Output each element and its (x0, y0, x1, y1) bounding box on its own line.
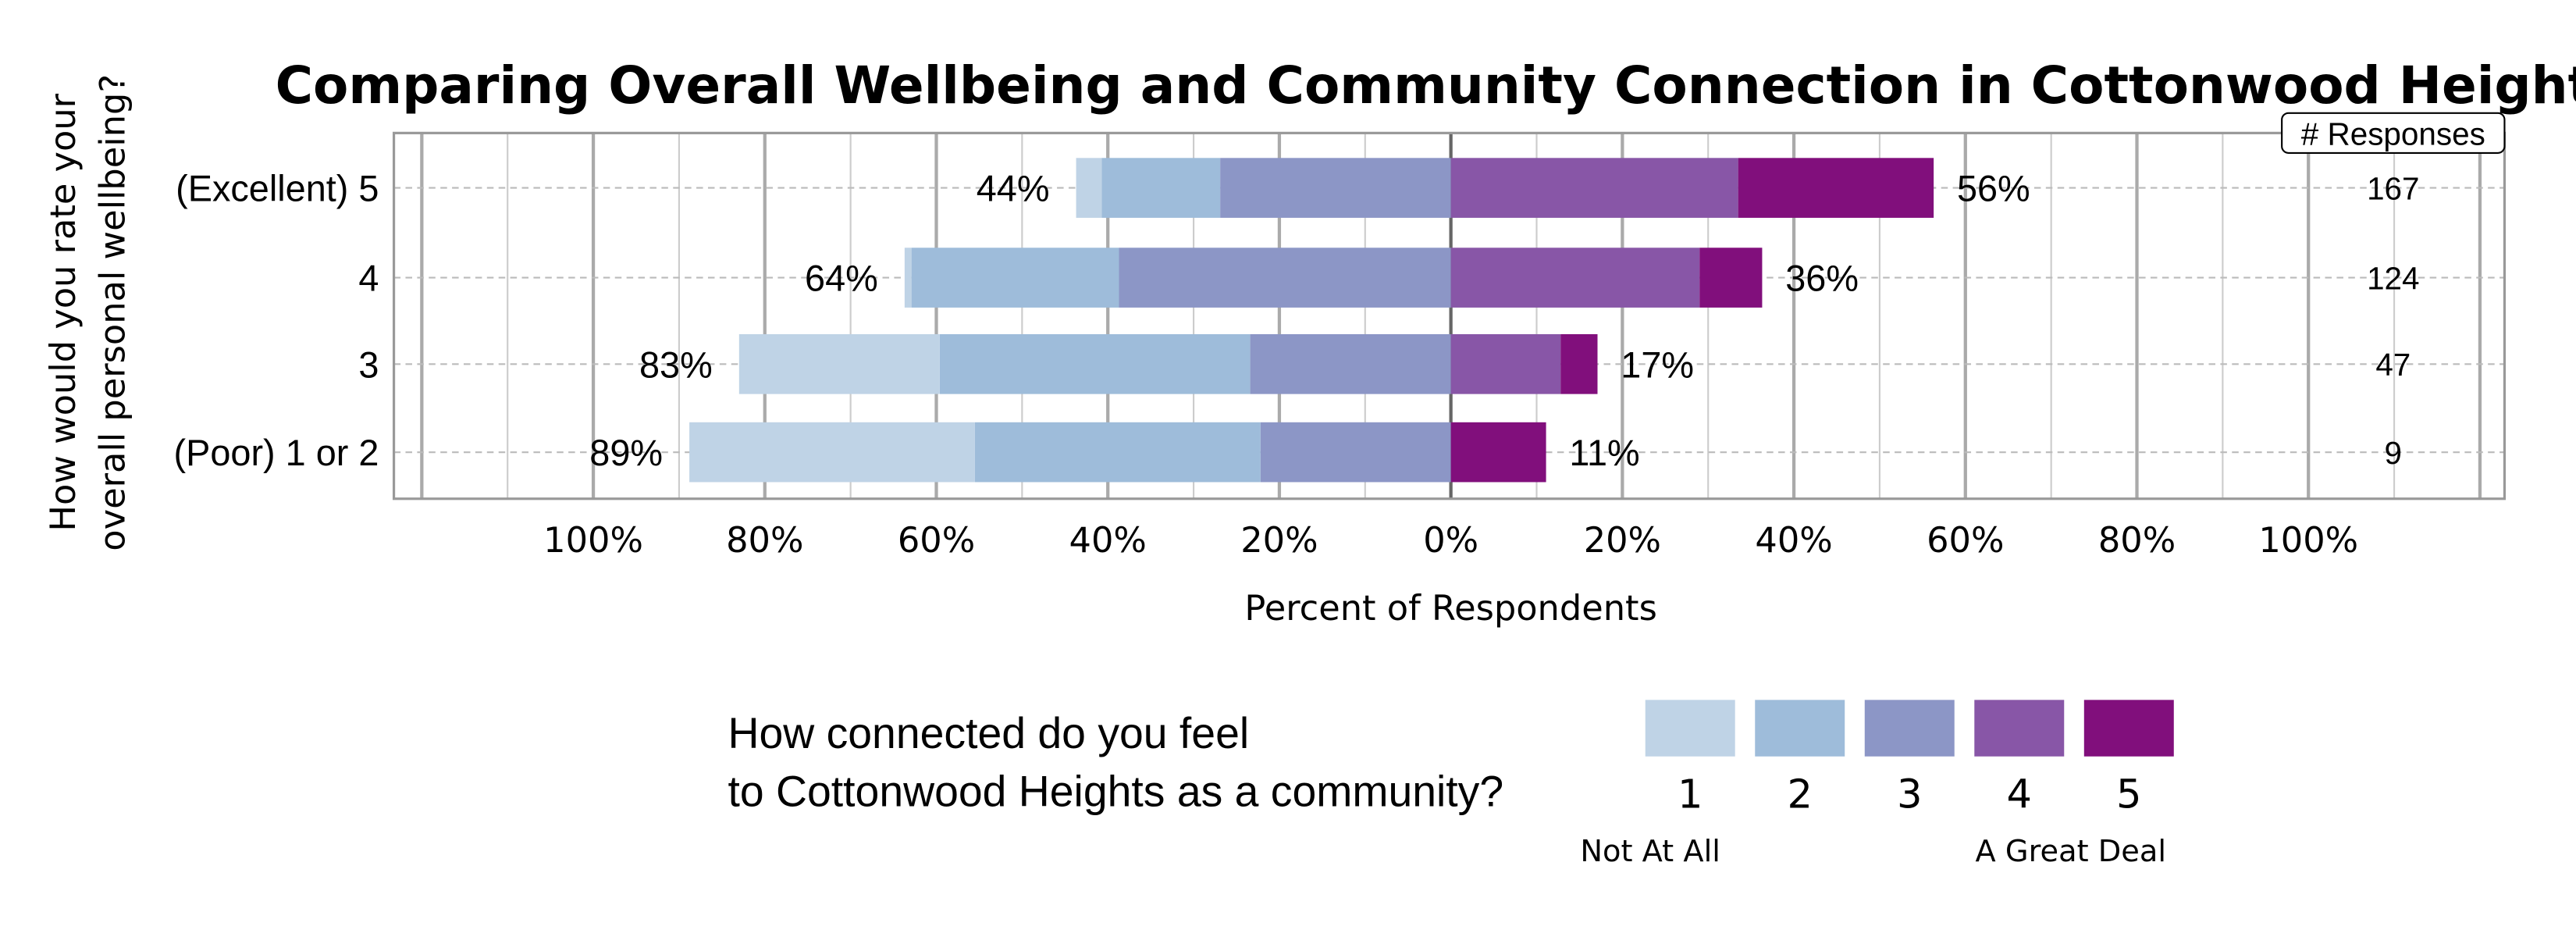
x-tick-label: 60% (1927, 520, 2004, 561)
x-tick-label: 80% (726, 520, 803, 561)
bar-segment-3 (1220, 158, 1451, 218)
legend-key-label: 3 (1897, 772, 1923, 818)
y-axis-label-line-1: How would you rate your (43, 93, 84, 531)
responses-count: 124 (2367, 260, 2419, 296)
legend-title-line-2: to Cottonwood Heights as a community? (728, 768, 1504, 816)
bar-segment-2 (939, 333, 1251, 394)
legend-swatch-4 (1974, 700, 2065, 757)
bars (689, 158, 1934, 483)
responses-header: # Responses (2281, 112, 2506, 154)
legend: How connected do you feel to Cottonwood … (728, 700, 2174, 869)
x-axis-label: Percent of Respondents (1244, 588, 1656, 629)
responses-header-text: # Responses (2301, 116, 2485, 151)
bar-segment-3 (1119, 248, 1451, 308)
labels: (Excellent) 5 44% 56% 167 4 64% 36% 124 3 83% 17% 4… (174, 169, 2420, 474)
plot-frame (392, 131, 2507, 501)
bar-segment-4 (1450, 333, 1561, 394)
legend-key-label: 2 (1787, 772, 1813, 818)
legend-high-label: A Great Deal (1976, 834, 2166, 869)
legend-low-label: Not At All (1580, 834, 1720, 869)
legend-swatch-5 (2083, 700, 2174, 757)
legend-swatch-1 (1645, 700, 1735, 757)
bar-segment-2 (1101, 158, 1221, 218)
category-label: 4 (358, 258, 379, 299)
legend-swatch-3 (1864, 700, 1955, 757)
x-tick-label: 100% (543, 520, 643, 561)
legend-swatch-2 (1755, 700, 1845, 757)
category-label: 3 (358, 344, 379, 385)
x-tick-label: 100% (2258, 520, 2358, 561)
chart-title: Comparing Overall Wellbeing and Communit… (276, 55, 2576, 116)
bar-segment-5 (1738, 158, 1934, 218)
responses-count: 9 (2385, 435, 2403, 471)
x-axis-ticks: 100% 80% 60% 40% 20% 0% 20% 40% 60% 80% 100% (543, 520, 2358, 561)
left-percent-label: 89% (589, 433, 663, 473)
right-percent-label: 11% (1569, 433, 1639, 473)
x-tick-label: 40% (1755, 520, 1832, 561)
y-axis-label: How would you rate your overall personal… (43, 74, 133, 551)
responses-count: 47 (2375, 347, 2411, 383)
right-percent-label: 17% (1621, 344, 1694, 385)
right-percent-label: 36% (1785, 258, 1859, 299)
bar-segment-4 (1450, 248, 1700, 308)
bar-segment-3 (1250, 333, 1451, 394)
legend-key-label: 4 (2007, 772, 2033, 818)
left-percent-label: 44% (977, 169, 1050, 209)
bar-segment-2 (911, 248, 1119, 308)
category-label: (Excellent) 5 (176, 169, 379, 209)
bar-segment-1 (904, 248, 912, 308)
bar-segment-1 (1076, 158, 1102, 218)
x-tick-label: 60% (898, 520, 975, 561)
bar-segment-3 (1260, 422, 1451, 483)
x-tick-label: 0% (1423, 520, 1478, 561)
x-tick-label: 40% (1069, 520, 1147, 561)
bar-segment-5 (1560, 333, 1598, 394)
left-percent-label: 83% (639, 344, 713, 385)
bar-segment-4 (1450, 158, 1738, 218)
legend-key-label: 5 (2116, 772, 2142, 818)
bar-segment-2 (974, 422, 1261, 483)
bar-segment-5 (1450, 422, 1546, 483)
responses-count: 167 (2367, 171, 2419, 207)
legend-title-line-1: How connected do you feel (728, 709, 1250, 757)
bar-segment-1 (738, 333, 940, 394)
x-tick-label: 20% (1240, 520, 1318, 561)
y-axis-label-line-2: overall personal wellbeing? (93, 74, 133, 551)
right-percent-label: 56% (1957, 169, 2030, 209)
x-tick-label: 20% (1584, 520, 1661, 561)
x-tick-label: 80% (2098, 520, 2176, 561)
bar-segment-1 (689, 422, 975, 483)
bar-segment-5 (1699, 248, 1763, 308)
left-percent-label: 64% (805, 258, 878, 299)
category-label: (Poor) 1 or 2 (174, 433, 379, 473)
legend-key-label: 1 (1678, 772, 1703, 818)
